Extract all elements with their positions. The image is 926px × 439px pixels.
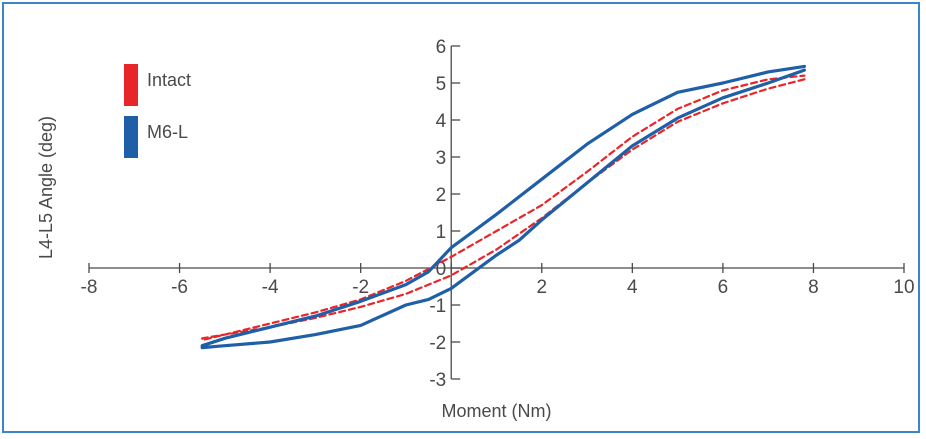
- series-layer: [200, 64, 807, 350]
- x-tick-label: 2: [536, 277, 547, 298]
- x-tick-label: -8: [81, 277, 98, 298]
- axes: -8 -6 -4 -2 2 4 6 8 10 -3 -2 -1 0 1 2 3 4 5 6: [81, 37, 915, 391]
- y-tick-label: 1: [436, 222, 447, 243]
- series-line-m6-l: [200, 64, 807, 350]
- x-tick-label: -4: [262, 277, 279, 298]
- hysteresis-chart: -8 -6 -4 -2 2 4 6 8 10 -3 -2 -1 0 1 2 3 4 5 6 Moment (Nm)…: [36, 37, 915, 421]
- x-axis-title: Moment (Nm): [441, 401, 551, 421]
- x-tick-label: 8: [808, 277, 819, 298]
- x-tick-label: 6: [718, 277, 729, 298]
- x-tick-label: 10: [893, 277, 914, 298]
- x-tick-label: -2: [352, 277, 369, 298]
- y-tick-label: 6: [436, 37, 447, 58]
- y-axis-title: L4-L5 Angle (deg): [36, 116, 56, 259]
- y-tick-label: 3: [436, 148, 447, 169]
- chart-frame: -8 -6 -4 -2 2 4 6 8 10 -3 -2 -1 0 1 2 3 4 5 6 Moment (Nm)…: [2, 2, 920, 433]
- y-tick-label: 2: [436, 185, 447, 206]
- x-ticks: -8 -6 -4 -2 2 4 6 8 10: [81, 263, 915, 298]
- legend: Intact M6-L: [124, 64, 191, 158]
- legend-label: Intact: [147, 70, 191, 90]
- y-tick-label: 5: [436, 74, 447, 95]
- x-tick-label: 4: [627, 277, 638, 298]
- y-tick-label: -3: [429, 370, 446, 391]
- y-tick-label: 4: [436, 111, 447, 132]
- y-tick-label: -2: [429, 333, 446, 354]
- legend-label: M6-L: [147, 122, 188, 142]
- y-tick-label: 0: [436, 259, 447, 280]
- legend-swatch: [124, 64, 138, 106]
- y-tick-label: -1: [429, 296, 446, 317]
- legend-swatch: [124, 116, 138, 158]
- x-tick-label: -6: [171, 277, 188, 298]
- y-ticks: -3 -2 -1 0 1 2 3 4 5 6: [429, 37, 461, 391]
